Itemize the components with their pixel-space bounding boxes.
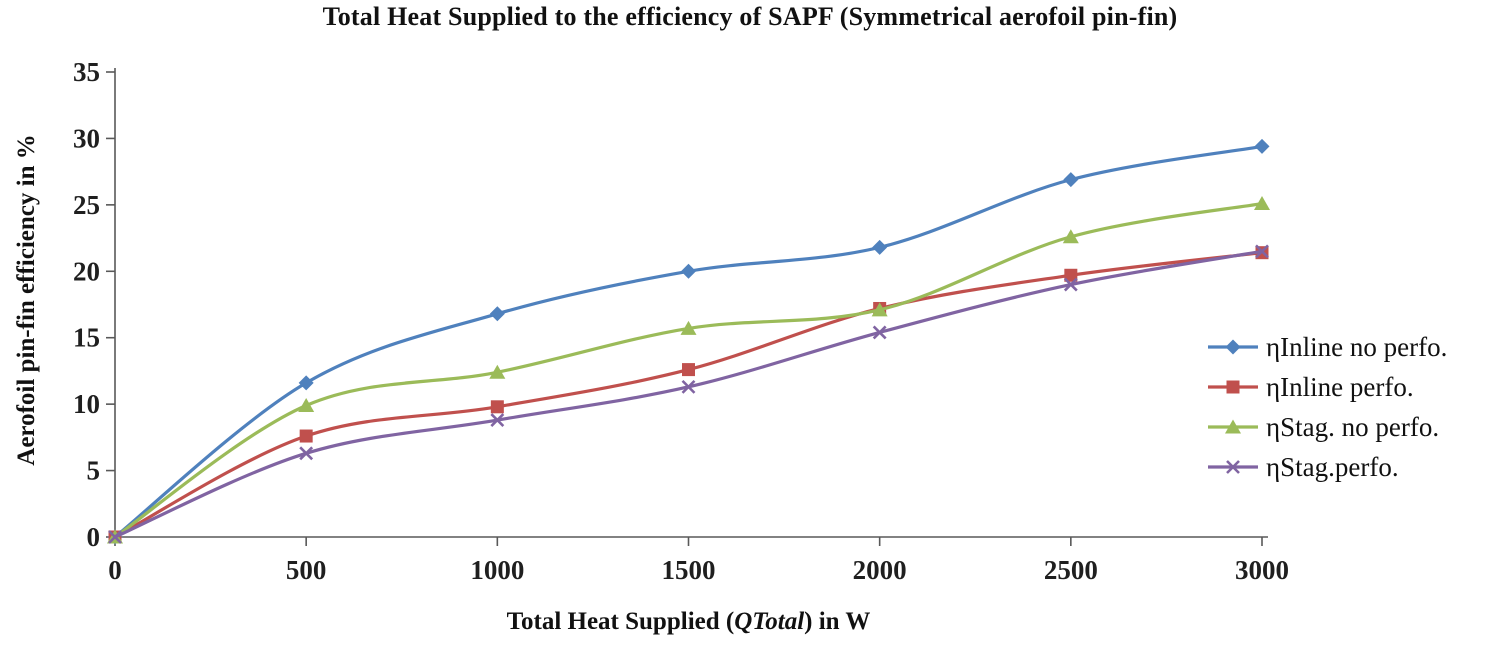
- marker-diamond: [298, 375, 314, 391]
- marker-diamond: [681, 263, 696, 279]
- legend-key-icon: [1208, 460, 1258, 474]
- marker-diamond: [489, 306, 505, 322]
- y-tick-label: 10: [73, 389, 100, 419]
- marker-square: [299, 429, 313, 443]
- marker-x: [1063, 277, 1078, 292]
- x-tick-label: 1000: [470, 555, 524, 585]
- x-tick-label: 500: [286, 555, 327, 585]
- x-axis-title: Total Heat Supplied (QTotal) in W: [115, 608, 1262, 636]
- marker-x: [872, 325, 887, 340]
- marker-diamond: [872, 239, 888, 255]
- marker-x: [681, 379, 696, 394]
- x-tick-label: 0: [108, 555, 122, 585]
- marker-x: [1255, 244, 1269, 259]
- marker-x: [299, 446, 314, 461]
- marker-square: [1064, 268, 1078, 282]
- legend-item: ηStag. no perfo.: [1206, 410, 1447, 444]
- y-tick-label: 0: [87, 522, 101, 552]
- series-4: [108, 244, 1269, 544]
- y-tick-label: 30: [73, 123, 100, 153]
- x-axis-title-post: ) in W: [804, 608, 871, 635]
- marker-x: [490, 413, 505, 428]
- chart-title: Total Heat Supplied to the efficiency of…: [322, 2, 1178, 31]
- marker-square: [490, 400, 504, 414]
- y-tick-label: 20: [73, 256, 100, 286]
- legend-key-icon: [1208, 380, 1258, 394]
- marker-triangle: [298, 397, 315, 412]
- marker-diamond: [1254, 138, 1270, 154]
- marker-square: [1226, 380, 1240, 394]
- y-tick-label: 25: [73, 190, 100, 220]
- legend-label: ηStag. no perfo.: [1266, 411, 1440, 442]
- marker-square: [682, 363, 695, 377]
- x-axis-title-italic: QTotal: [734, 608, 805, 635]
- x-tick-label: 1500: [662, 555, 716, 585]
- series-2: [108, 246, 1269, 544]
- legend-label: ηInline no perfo.: [1266, 331, 1448, 362]
- legend-item: ηInline perfo.: [1206, 370, 1447, 404]
- marker-x: [1226, 460, 1240, 474]
- legend-label: ηStag.perfo.: [1266, 451, 1399, 482]
- marker-triangle: [871, 302, 888, 317]
- legend-item: ηStag.perfo.: [1206, 450, 1447, 484]
- y-tick-label: 35: [73, 57, 100, 87]
- marker-diamond: [1225, 339, 1241, 355]
- x-tick-label: 3000: [1235, 555, 1289, 585]
- legend-key-icon: [1208, 419, 1258, 434]
- legend: ηInline no perfo. ηInline perfo. ηStag. no…: [1206, 330, 1447, 484]
- y-tick-label: 15: [73, 323, 100, 353]
- x-axis-title-pre: Total Heat Supplied (: [506, 608, 735, 635]
- y-tick-label: 5: [87, 456, 101, 486]
- marker-triangle: [1225, 419, 1241, 434]
- legend-key-icon: [1208, 339, 1258, 355]
- marker-triangle: [1062, 229, 1079, 244]
- marker-diamond: [1063, 172, 1079, 188]
- marker-x: [108, 530, 122, 544]
- marker-triangle: [680, 320, 697, 335]
- marker-triangle: [1254, 196, 1270, 211]
- x-tick-label: 2500: [1044, 555, 1098, 585]
- x-tick-label: 2000: [853, 555, 907, 585]
- series-1: [107, 138, 1270, 545]
- legend-label: ηInline perfo.: [1266, 371, 1414, 402]
- legend-item: ηInline no perfo.: [1206, 330, 1447, 364]
- series-line: [113, 144, 1264, 539]
- marker-triangle: [489, 364, 506, 379]
